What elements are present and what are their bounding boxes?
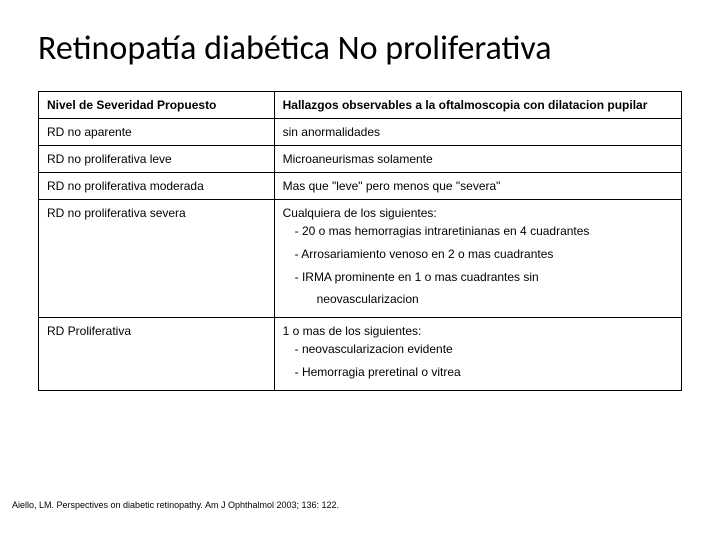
table-row: RD no proliferativa leve Microaneurismas… <box>39 146 682 173</box>
slide: Retinopatía diabética No proliferativa N… <box>0 0 720 540</box>
table-row: RD no aparente sin anormalidades <box>39 119 682 146</box>
cell-findings: sin anormalidades <box>274 119 681 146</box>
severity-table: Nivel de Severidad Propuesto Hallazgos o… <box>38 91 682 391</box>
table-row: RD no proliferativa moderada Mas que "le… <box>39 173 682 200</box>
header-col-findings: Hallazgos observables a la oftalmoscopia… <box>274 92 681 119</box>
list-item: - IRMA prominente en 1 o mas cuadrantes … <box>295 266 673 289</box>
findings-lead: Cualquiera de los siguientes: <box>283 206 673 220</box>
table-header-row: Nivel de Severidad Propuesto Hallazgos o… <box>39 92 682 119</box>
cell-severity: RD no proliferativa leve <box>39 146 275 173</box>
header-col-severity: Nivel de Severidad Propuesto <box>39 92 275 119</box>
findings-sublist: - 20 o mas hemorragias intraretinianas e… <box>283 220 673 311</box>
list-item: - Hemorragia preretinal o vitrea <box>295 361 673 384</box>
citation-text: Aiello, LM. Perspectives on diabetic ret… <box>12 500 339 510</box>
slide-title: Retinopatía diabética No proliferativa <box>38 28 682 69</box>
table-row: RD Proliferativa 1 o mas de los siguient… <box>39 318 682 391</box>
cell-findings: 1 o mas de los siguientes: - neovascular… <box>274 318 681 391</box>
list-item-continuation: neovascularizacion <box>295 288 673 311</box>
list-item: - 20 o mas hemorragias intraretinianas e… <box>295 220 673 243</box>
cell-findings: Cualquiera de los siguientes: - 20 o mas… <box>274 200 681 318</box>
cell-severity: RD no proliferativa moderada <box>39 173 275 200</box>
list-item: - neovascularizacion evidente <box>295 338 673 361</box>
list-item: - Arrosariamiento venoso en 2 o mas cuad… <box>295 243 673 266</box>
cell-findings: Microaneurismas solamente <box>274 146 681 173</box>
findings-sublist: - neovascularizacion evidente - Hemorrag… <box>283 338 673 384</box>
findings-lead: 1 o mas de los siguientes: <box>283 324 673 338</box>
cell-severity: RD no proliferativa severa <box>39 200 275 318</box>
cell-findings: Mas que "leve" pero menos que "severa" <box>274 173 681 200</box>
cell-severity: RD no aparente <box>39 119 275 146</box>
table-row: RD no proliferativa severa Cualquiera de… <box>39 200 682 318</box>
cell-severity: RD Proliferativa <box>39 318 275 391</box>
